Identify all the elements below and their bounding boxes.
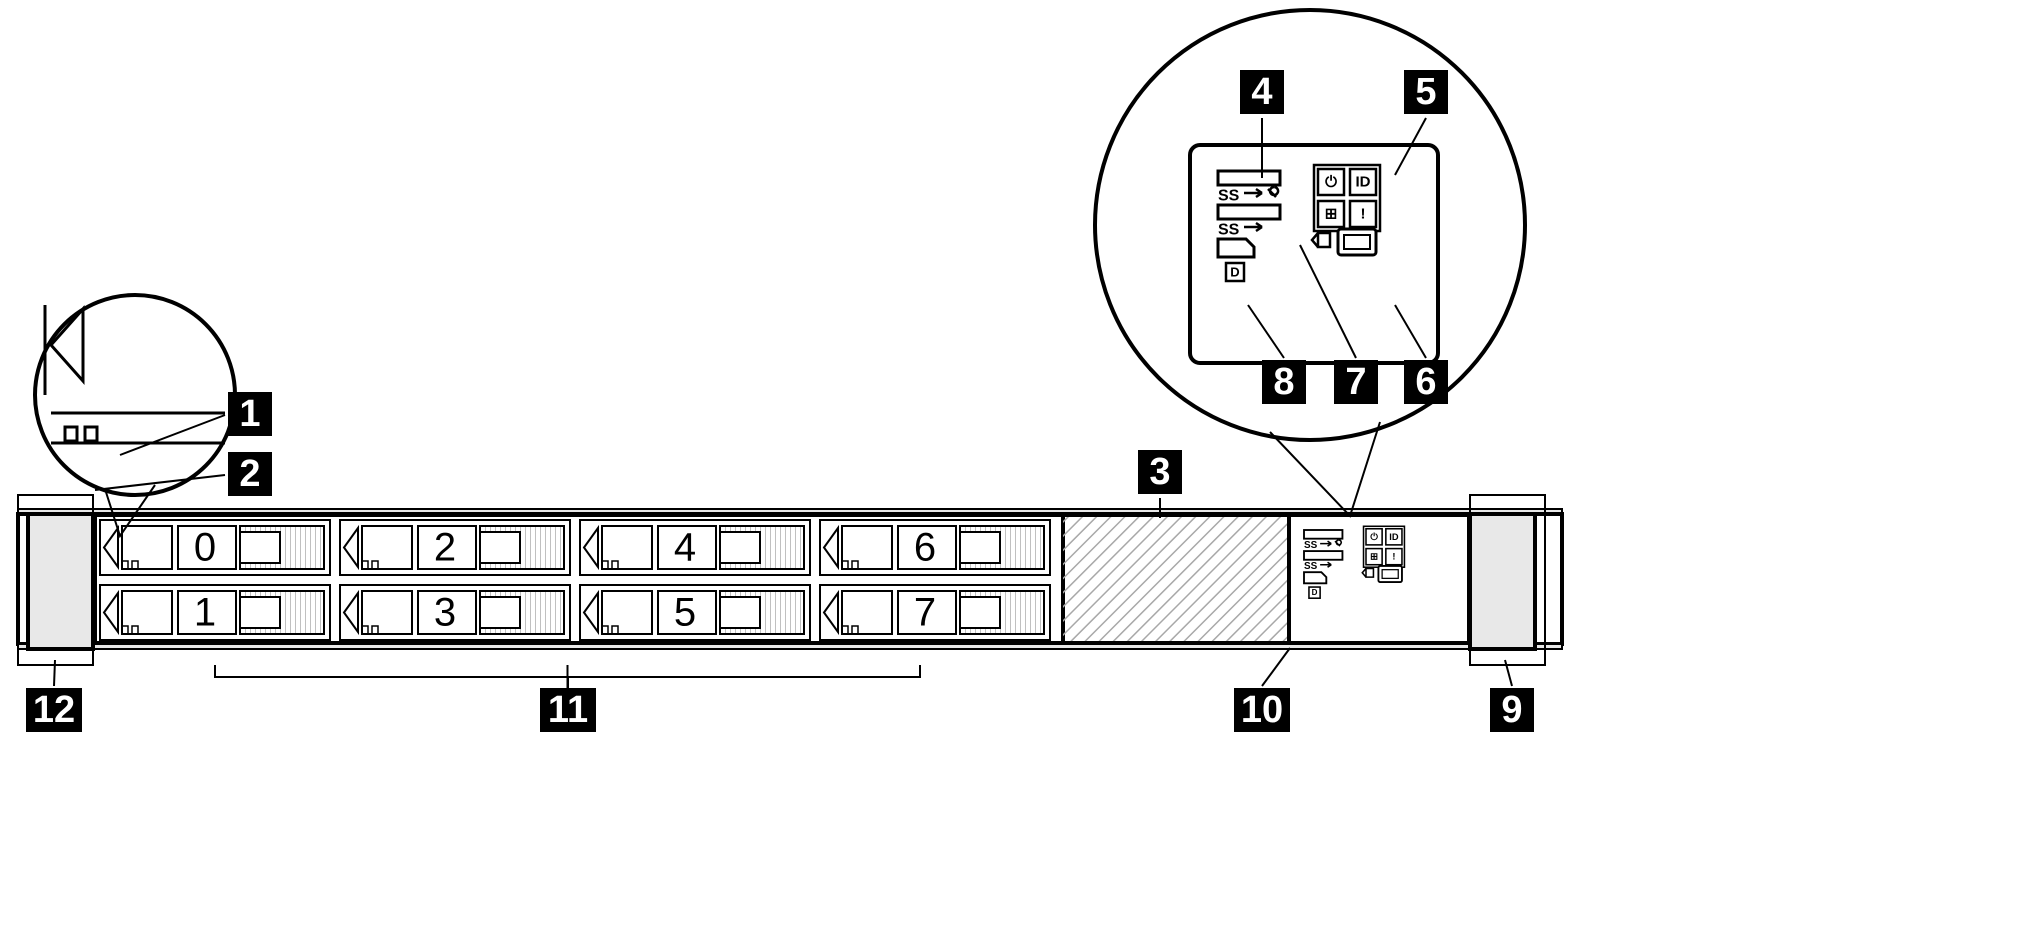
drive-bay-label: 2 bbox=[434, 526, 456, 570]
drive-bay-label: 1 bbox=[194, 591, 216, 635]
callout-number: 9 bbox=[1501, 689, 1522, 731]
drive-bay-label: 6 bbox=[914, 526, 936, 570]
callout-3: 3 bbox=[1138, 450, 1182, 518]
drive-bay-label: 4 bbox=[674, 526, 696, 570]
callout-12: 12 bbox=[26, 660, 82, 732]
callout-10: 10 bbox=[1234, 648, 1290, 732]
optical-bay bbox=[1062, 516, 1288, 642]
svg-text:SS: SS bbox=[1304, 540, 1318, 551]
svg-text:ID: ID bbox=[1356, 174, 1371, 191]
svg-text:!: ! bbox=[1392, 552, 1395, 562]
callout-number: 11 bbox=[548, 689, 588, 731]
drive-bay-label: 0 bbox=[194, 526, 216, 570]
callout-9: 9 bbox=[1490, 660, 1534, 732]
svg-text:⏻: ⏻ bbox=[1325, 174, 1337, 191]
svg-text:D: D bbox=[1230, 265, 1239, 280]
drive-bay-6: 6 bbox=[820, 520, 1050, 575]
svg-text:D: D bbox=[1312, 588, 1318, 597]
drive-bay-1: 1 bbox=[100, 585, 330, 640]
svg-text:⏻: ⏻ bbox=[1370, 532, 1378, 542]
svg-text:SS: SS bbox=[1218, 222, 1240, 239]
callout-number: 7 bbox=[1345, 361, 1366, 403]
drive-bay-0: 0 bbox=[100, 520, 330, 575]
callout-number: 1 bbox=[239, 393, 260, 435]
server-front-panel-diagram: 02461357SSSSD⏻ID⊞!SSSSD⏻ID⊞!123456789101… bbox=[0, 0, 2025, 946]
drive-bay-5: 5 bbox=[580, 585, 810, 640]
svg-text:!: ! bbox=[1361, 206, 1366, 223]
svg-text:⊞: ⊞ bbox=[1370, 552, 1378, 562]
callout-number: 4 bbox=[1251, 71, 1272, 113]
front-io-mini: SS SS D ⏻ ID ⊞! bbox=[1290, 516, 1468, 642]
callout-number: 6 bbox=[1415, 361, 1436, 403]
callout-number: 12 bbox=[33, 689, 75, 731]
rack-ear-left bbox=[18, 495, 93, 665]
svg-text:ID: ID bbox=[1389, 532, 1399, 542]
callout-number: 5 bbox=[1415, 71, 1436, 113]
drive-bay-4: 4 bbox=[580, 520, 810, 575]
callout-11: 11 bbox=[540, 678, 596, 732]
svg-text:SS: SS bbox=[1218, 188, 1240, 205]
drive-bay-2: 2 bbox=[340, 520, 570, 575]
zoom-bubble-left bbox=[35, 295, 235, 536]
svg-text:⊞: ⊞ bbox=[1325, 206, 1338, 223]
drive-bay-7: 7 bbox=[820, 585, 1050, 640]
drive-bay-label: 3 bbox=[434, 591, 456, 635]
svg-text:SS: SS bbox=[1304, 561, 1318, 572]
drive-bay-label: 7 bbox=[914, 591, 936, 635]
rack-ear-right bbox=[1470, 495, 1545, 665]
callout-number: 10 bbox=[1241, 689, 1283, 731]
drive-bay-3: 3 bbox=[340, 585, 570, 640]
drive-bay-label: 5 bbox=[674, 591, 696, 635]
callout-number: 2 bbox=[239, 453, 260, 495]
callout-number: 8 bbox=[1273, 361, 1294, 403]
callout-number: 3 bbox=[1149, 451, 1170, 493]
